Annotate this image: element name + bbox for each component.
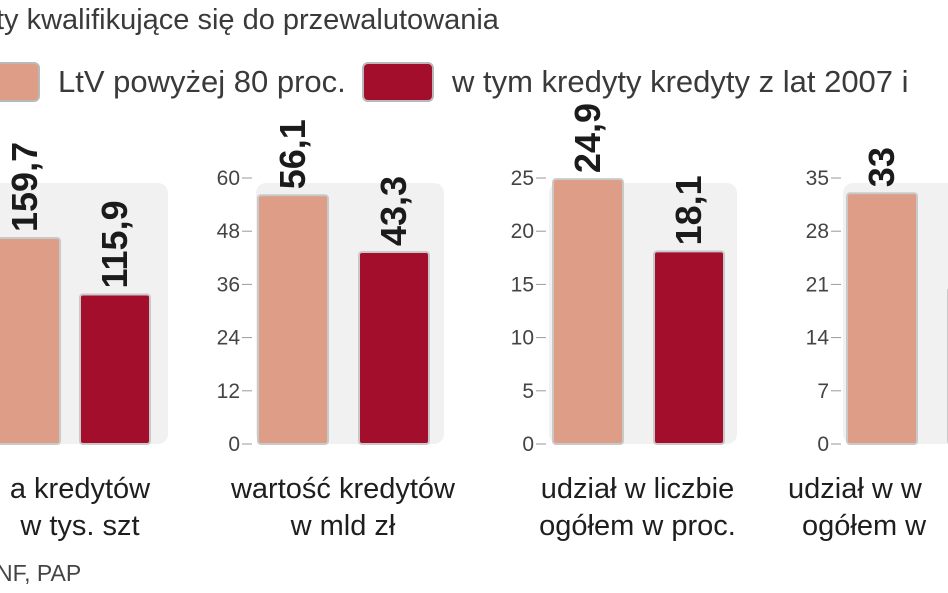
legend-label-ltv: LtV powyżej 80 proc.	[58, 64, 346, 99]
bar	[0, 237, 61, 445]
category-label-liczba: a kredytów w tys. szt	[0, 471, 185, 545]
y-tick-label: 36	[217, 273, 240, 296]
y-tick-label: 48	[217, 220, 240, 243]
legend-item-2007: w tym kredyty kredyty z lat 2007 i	[362, 62, 909, 102]
bar	[653, 250, 725, 445]
category-label-line: a kredytów	[9, 473, 151, 505]
y-tick-label: 12	[217, 380, 240, 403]
category-label-udzial-wartosc: udział w w ogółem w	[788, 471, 948, 545]
bar	[846, 192, 918, 445]
y-tick-label: 60	[217, 167, 240, 190]
legend-swatch-ltv	[0, 62, 40, 102]
category-label-line: udział w w	[788, 473, 922, 505]
bar-value-label: 18,1	[668, 175, 709, 245]
legend-item-ltv: LtV powyżej 80 proc.	[0, 62, 346, 102]
category-label-line: w mld zł	[290, 510, 396, 542]
y-tick-label: 0	[228, 433, 240, 456]
y-tick-label: 10	[511, 327, 534, 350]
category-label-line: ogółem w proc.	[539, 510, 736, 542]
y-tick-label: 25	[511, 167, 534, 190]
y-tick-label: 0	[817, 433, 829, 456]
y-tick-label: 35	[806, 167, 829, 190]
bar-value-label: 159,7	[4, 142, 45, 232]
y-tick-label: 15	[511, 273, 534, 296]
bar-value-label: 56,1	[272, 119, 313, 189]
chart-title: ty kwalifikujące się do przewalutowania	[0, 4, 499, 36]
bar	[257, 194, 329, 445]
category-label-line: udział w liczbie	[540, 473, 735, 505]
category-label-line: w tys. szt	[20, 510, 140, 542]
y-tick-label: 7	[817, 380, 829, 403]
bar-value-label: 115,9	[94, 200, 135, 288]
bar-value-label: 43,3	[373, 176, 414, 246]
y-tick-label: 20	[511, 220, 534, 243]
category-label-line: ogółem w	[802, 510, 927, 542]
category-label-line: wartość kredytów	[230, 473, 455, 505]
bar	[552, 178, 624, 445]
bar	[358, 251, 430, 445]
y-tick-label: 5	[522, 380, 534, 403]
y-tick-label: 24	[217, 327, 241, 350]
category-label-udzial-liczba: udział w liczbie ogółem w proc.	[505, 471, 770, 545]
category-label-wartosc: wartość kredytów w mld zł	[198, 471, 488, 545]
y-tick-label: 0	[522, 433, 534, 456]
legend-label-2007: w tym kredyty kredyty z lat 2007 i	[452, 64, 909, 99]
y-tick-label: 28	[806, 220, 829, 243]
y-tick-label: 21	[806, 273, 829, 296]
source-note: NF, PAP	[0, 560, 82, 586]
bar	[79, 293, 151, 446]
y-tick-label: 14	[806, 327, 830, 350]
bar-value-label: 33	[861, 147, 902, 187]
bar-value-label: 24,9	[567, 103, 608, 173]
legend-swatch-2007	[362, 62, 434, 102]
